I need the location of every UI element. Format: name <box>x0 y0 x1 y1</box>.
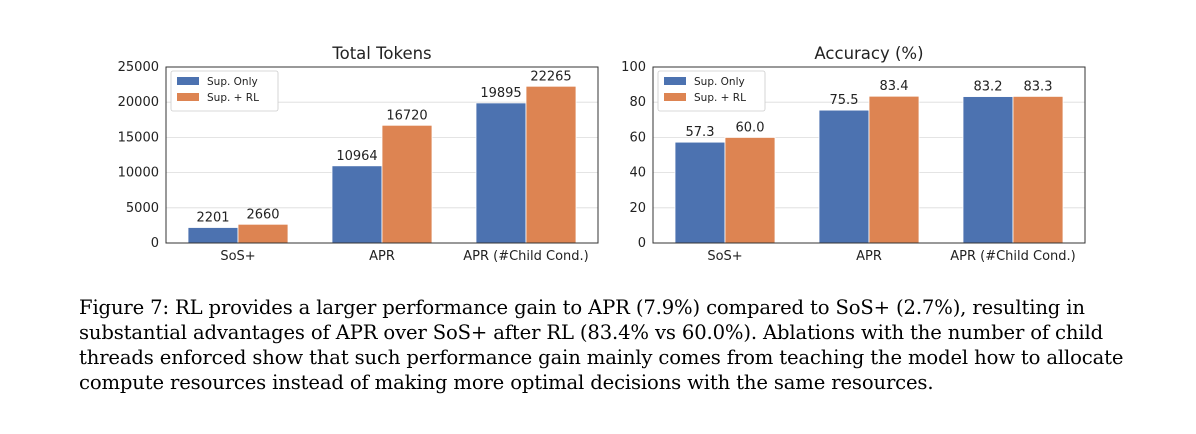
bar-sup-rl-2 <box>1012 95 1064 244</box>
legend-label: Sup. Only <box>207 76 258 88</box>
y-tick-label: 40 <box>629 166 646 181</box>
data-label: 10964 <box>336 149 377 164</box>
x-tick-label: APR (#Child Cond.) <box>950 249 1076 264</box>
data-label: 16720 <box>386 108 427 123</box>
x-tick-label: SoS+ <box>220 249 255 264</box>
chart-title: Accuracy (%) <box>814 44 923 63</box>
data-label: 83.2 <box>974 80 1003 95</box>
y-tick-label: 100 <box>621 60 646 75</box>
y-tick-label: 15000 <box>118 130 159 145</box>
y-tick-label: 5000 <box>126 201 159 216</box>
y-tick-label: 80 <box>629 95 646 110</box>
data-label: 83.4 <box>880 79 909 94</box>
figure-label: Figure 7: <box>79 296 169 319</box>
total-tokens-chart: 2201 10964 19895 2660 16720 22265 0 5000 10000 15… <box>118 44 599 264</box>
legend-swatch <box>664 77 686 85</box>
y-tick-label: 25000 <box>118 60 159 75</box>
data-label: 75.5 <box>830 93 859 108</box>
bar-sup-only-0 <box>187 227 239 244</box>
bar-sup-rl-1 <box>868 95 920 244</box>
x-tick-label: APR (#Child Cond.) <box>463 249 589 264</box>
figure-charts: 2201 10964 19895 2660 16720 22265 0 5000 10000 15… <box>118 44 1086 264</box>
legend-swatch <box>177 77 199 85</box>
chart-title: Total Tokens <box>331 44 431 63</box>
legend-label: Sup. Only <box>694 76 745 88</box>
y-tick-label: 20000 <box>118 95 159 110</box>
y-tick-label: 10000 <box>118 166 159 181</box>
x-tick-label: SoS+ <box>707 249 742 264</box>
data-label: 22265 <box>530 69 571 84</box>
bar-sup-rl-0 <box>237 223 289 244</box>
caption-text: RL provides a larger performance gain to… <box>79 296 1124 394</box>
bar-sup-rl-2 <box>525 85 577 244</box>
accuracy-chart: 57.3 75.5 83.2 60.0 83.4 83.3 0 20 40 60 80 100 SoS+… <box>621 44 1086 264</box>
data-label: 2201 <box>196 211 229 226</box>
data-label: 57.3 <box>686 125 715 140</box>
y-tick-label: 60 <box>629 130 646 145</box>
bar-sup-only-1 <box>331 165 383 244</box>
plot-frame <box>652 66 1086 244</box>
legend-swatch <box>664 93 686 101</box>
legend-label: Sup. + RL <box>207 92 259 104</box>
figure-caption: Figure 7: RL provides a larger performan… <box>79 295 1124 395</box>
data-label: 2660 <box>246 207 279 222</box>
bar-sup-rl-1 <box>381 124 433 244</box>
data-label: 60.0 <box>736 120 765 135</box>
data-label: 19895 <box>480 86 521 101</box>
y-tick-label: 0 <box>151 236 159 251</box>
x-tick-label: APR <box>856 249 882 264</box>
y-tick-label: 0 <box>638 236 646 251</box>
x-tick-label: APR <box>369 249 395 264</box>
legend-label: Sup. + RL <box>694 92 746 104</box>
legend: Sup. Only Sup. + RL <box>657 70 766 112</box>
y-tick-label: 20 <box>629 201 646 216</box>
bar-sup-only-0 <box>674 141 726 244</box>
bar-sup-only-1 <box>818 109 870 244</box>
data-label: 83.3 <box>1024 79 1053 94</box>
plot-frame <box>165 66 599 244</box>
legend-swatch <box>177 93 199 101</box>
bar-sup-only-2 <box>475 102 527 244</box>
legend: Sup. Only Sup. + RL <box>170 70 279 112</box>
bar-sup-only-2 <box>962 96 1014 244</box>
bar-sup-rl-0 <box>724 136 776 244</box>
